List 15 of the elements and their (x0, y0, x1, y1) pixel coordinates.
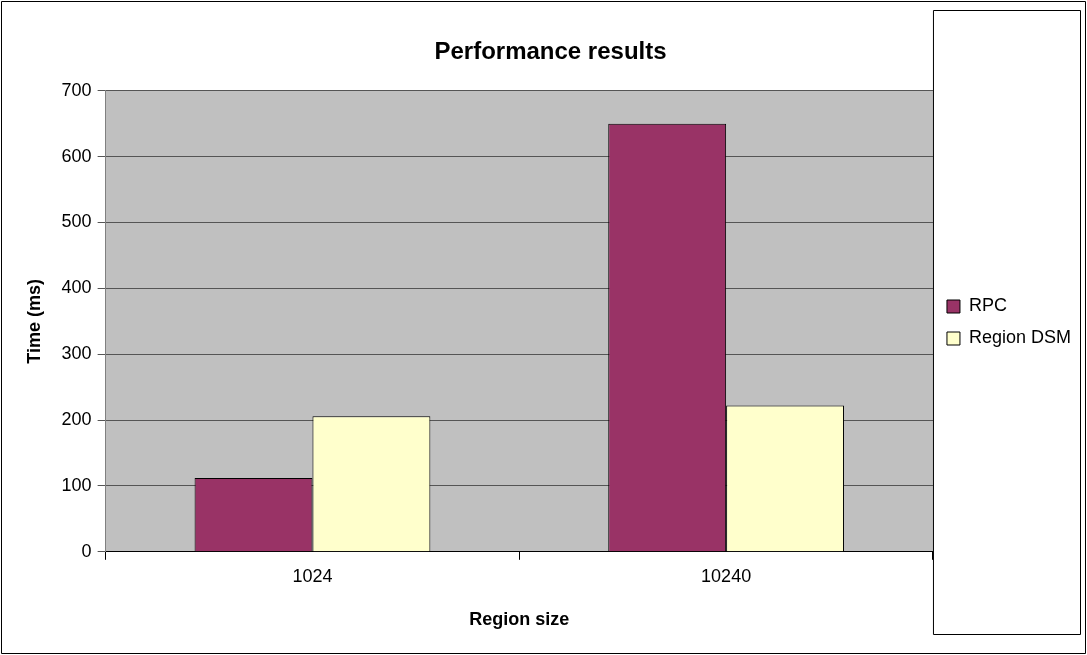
y-tick-label: 300 (61, 343, 92, 364)
y-tick-label: 400 (61, 277, 92, 298)
x-axis-title: Region size (469, 609, 570, 630)
legend-label: RPC (968, 295, 1007, 316)
y-tick-label: 500 (61, 211, 92, 232)
y-tick-label: 200 (61, 409, 92, 430)
y-axis-title: Time (ms) (23, 278, 44, 364)
chart-title: Performance results (434, 37, 667, 65)
legend-label: Region DSM (968, 327, 1072, 348)
x-tick-label: 1024 (292, 565, 333, 586)
x-tick-label: 10240 (701, 565, 752, 586)
y-tick-label: 700 (61, 79, 92, 100)
y-tick-label: 600 (61, 145, 92, 166)
y-tick-label: 0 (81, 540, 92, 561)
y-tick-label: 100 (61, 474, 92, 495)
